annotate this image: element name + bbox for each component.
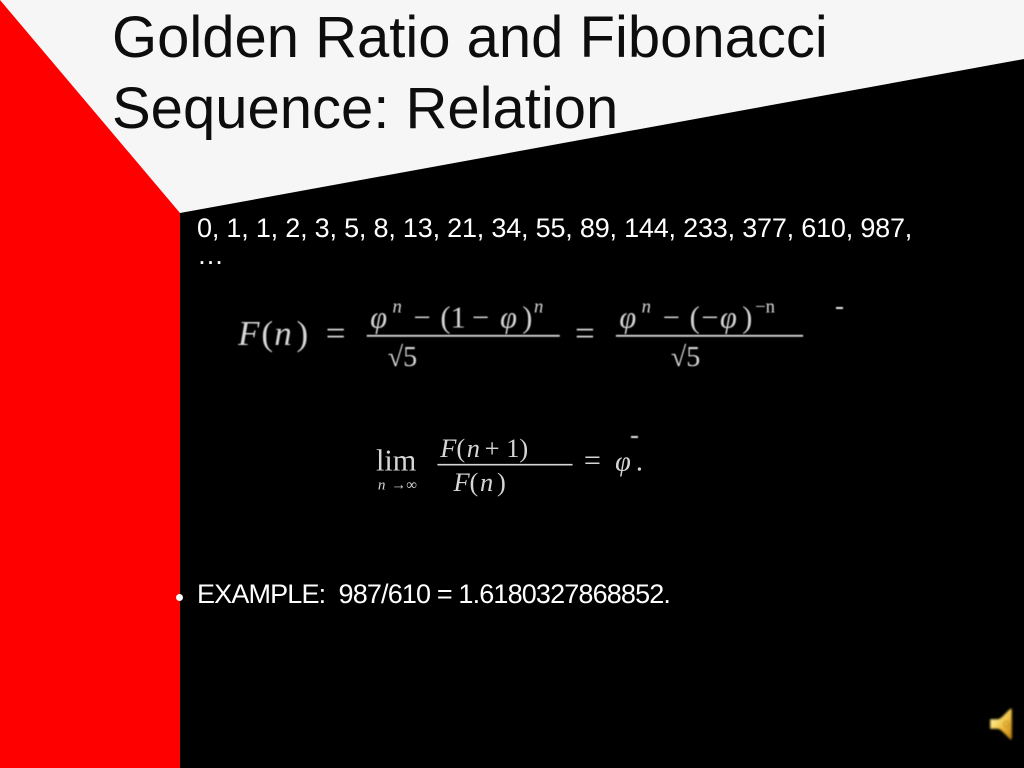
svg-text:n: n — [378, 477, 386, 493]
svg-text:−: − — [472, 301, 489, 335]
svg-text:−: − — [663, 301, 680, 335]
svg-text:−: − — [701, 301, 718, 335]
svg-text:F: F — [439, 433, 457, 463]
svg-text:n: n — [642, 296, 651, 317]
svg-text:n: n — [467, 433, 480, 463]
svg-text:−: − — [414, 301, 431, 335]
svg-text:lim: lim — [376, 443, 417, 477]
svg-text:(: ( — [261, 314, 273, 353]
svg-text:=: = — [584, 443, 601, 477]
svg-text:(1: (1 — [440, 301, 465, 335]
svg-text:√5: √5 — [388, 342, 417, 373]
svg-text:√5: √5 — [671, 342, 700, 373]
svg-text:): ) — [522, 301, 532, 335]
svg-text:n: n — [274, 314, 292, 353]
svg-text:(: ( — [456, 433, 465, 463]
svg-text:=: = — [326, 314, 346, 353]
svg-text:): ) — [297, 314, 309, 353]
svg-text:+ 1): + 1) — [485, 433, 529, 463]
svg-text:F: F — [452, 467, 470, 497]
svg-text:): ) — [742, 301, 752, 335]
svg-text:φ: φ — [500, 301, 517, 335]
svg-text:n: n — [534, 296, 543, 317]
svg-text:→∞: →∞ — [391, 477, 417, 493]
svg-text:(: ( — [470, 467, 479, 497]
svg-text:−n: −n — [755, 296, 776, 317]
svg-text:=: = — [575, 314, 595, 353]
svg-text:φ: φ — [619, 301, 636, 335]
svg-text:n: n — [480, 467, 493, 497]
svg-text:): ) — [497, 467, 506, 497]
svg-text:φ: φ — [720, 301, 737, 335]
svg-text:φ: φ — [615, 446, 631, 477]
svg-text:φ: φ — [370, 301, 387, 335]
svg-text:(: ( — [690, 301, 700, 335]
svg-text:.: . — [636, 446, 643, 477]
svg-text:n: n — [392, 296, 401, 317]
svg-text:F: F — [238, 314, 260, 353]
